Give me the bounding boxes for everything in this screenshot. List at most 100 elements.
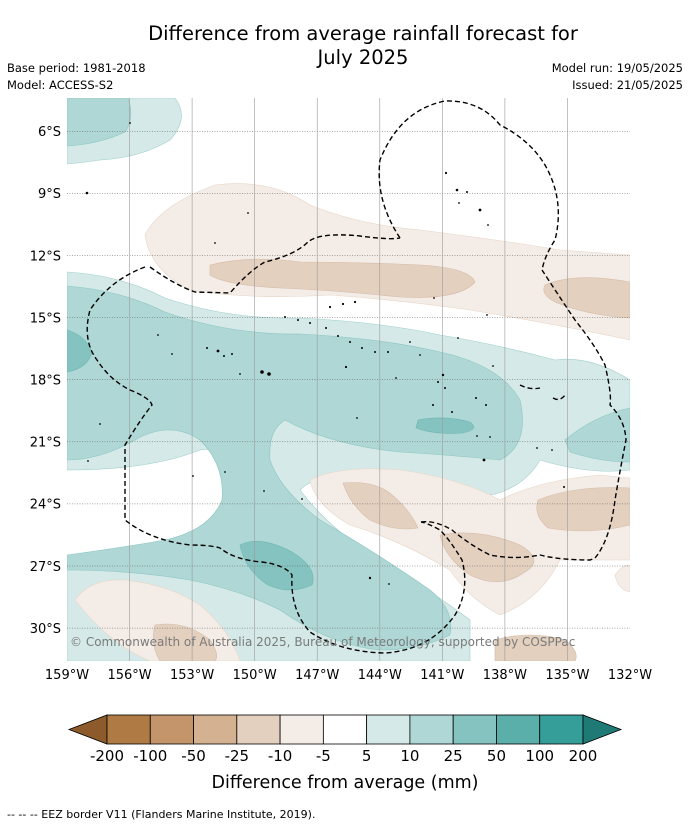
island-dot xyxy=(489,436,491,438)
colorbar-segment xyxy=(279,714,324,745)
island-dot xyxy=(87,460,89,462)
eez-border-eastern xyxy=(420,269,627,561)
island-dot xyxy=(455,188,459,192)
island-dot xyxy=(301,498,303,500)
contour-brown-light-east-edge xyxy=(614,564,630,593)
rainfall-anomaly-contours xyxy=(67,98,630,661)
colorbar: -200 -100 -50 -25 -10 -5 5 10 25 50 100 200 xyxy=(67,714,623,765)
colorbar-segment xyxy=(409,714,454,745)
island-dot xyxy=(466,191,468,193)
island-dot xyxy=(297,319,299,321)
eez-border-northern xyxy=(378,100,560,271)
longitude-label: 144°W xyxy=(358,668,402,683)
island-dot xyxy=(129,122,131,124)
colorbar-tick-label: -10 xyxy=(268,747,293,765)
latitude-label: 6°S xyxy=(38,125,61,140)
colorbar-tick-label: 200 xyxy=(569,747,598,765)
island-dot xyxy=(374,351,376,353)
meta-left: Base period: 1981-2018 Model: ACCESS-S2 xyxy=(7,60,146,94)
island-dot xyxy=(349,341,351,343)
model-run: Model run: 19/05/2025 xyxy=(551,61,683,75)
contour-brown-mid-southwest xyxy=(153,623,217,661)
contour-brown-mid-east xyxy=(543,277,630,319)
island-dot xyxy=(437,381,439,383)
colorbar-segment xyxy=(366,714,411,745)
contour-teal-dark-central xyxy=(415,417,474,434)
colorbar-tick-label: 100 xyxy=(525,747,554,765)
island-dot xyxy=(353,300,357,304)
island-dot xyxy=(328,305,332,309)
contour-teal-dark-south xyxy=(239,540,314,591)
colorbar-segment xyxy=(496,714,541,745)
island-dot xyxy=(441,373,445,377)
island-dot xyxy=(284,316,286,318)
eez-footnote: -- -- -- EEZ border V11 (Flanders Marine… xyxy=(7,808,316,821)
island-dot xyxy=(192,475,194,477)
longitude-label: 153°W xyxy=(170,668,214,683)
island-dot xyxy=(99,423,101,425)
latitude-labels: 6°S 9°S 12°S 15°S 18°S 21°S 24°S 27°S 30°S xyxy=(30,125,61,637)
contour-teal-mid-main xyxy=(67,285,523,651)
colorbar-tick-label: -100 xyxy=(133,747,167,765)
island-dot xyxy=(387,351,389,353)
island-dot xyxy=(536,447,538,449)
island-dot xyxy=(409,341,411,343)
island-dot xyxy=(444,387,446,389)
map-title: Difference from average rainfall forecas… xyxy=(0,22,690,70)
colorbar-extend-high xyxy=(582,714,623,745)
longitude-labels: 159°W 156°W 153°W 150°W 147°W 144°W 141°W 138°W… xyxy=(45,668,652,683)
title-line-1: Difference from average rainfall forecas… xyxy=(148,22,578,45)
island-dot xyxy=(223,355,225,357)
copyright-notice: © Commonwealth of Australia 2025, Bureau… xyxy=(70,635,575,649)
island-dot xyxy=(395,377,397,379)
island-dot xyxy=(309,322,311,324)
longitude-label: 138°W xyxy=(483,668,527,683)
colorbar-segment xyxy=(149,714,194,745)
islands xyxy=(85,122,565,585)
island-dot xyxy=(85,191,89,195)
contour-brown-mid-band xyxy=(209,258,476,298)
island-dot xyxy=(260,370,264,374)
island-dot xyxy=(341,302,345,306)
island-dot xyxy=(492,365,494,367)
island-dot xyxy=(476,435,478,437)
island-dot xyxy=(325,327,327,329)
meridians xyxy=(129,98,568,661)
island-dot xyxy=(224,471,226,473)
longitude-label: 132°W xyxy=(608,668,652,683)
colorbar-extend-low xyxy=(67,714,108,745)
island-dot xyxy=(451,411,453,413)
island-dot xyxy=(216,349,220,353)
colorbar-tick-label: -5 xyxy=(316,747,331,765)
island-dot xyxy=(206,347,208,349)
island-dot xyxy=(457,337,459,339)
island-dot xyxy=(482,458,486,462)
longitude-label: 156°W xyxy=(107,668,151,683)
latitude-label: 21°S xyxy=(30,436,61,451)
eez-border-east-fragment xyxy=(519,384,566,401)
island-dot xyxy=(485,404,487,406)
island-dot xyxy=(563,486,565,488)
issued-date: Issued: 21/05/2025 xyxy=(572,78,683,92)
colorbar-tick-label: 25 xyxy=(444,747,463,765)
latitude-label: 24°S xyxy=(30,498,61,513)
colorbar-tick-label: 10 xyxy=(400,747,419,765)
colorbar-title: Difference from average (mm) xyxy=(211,773,478,793)
contour-teal-mid-north xyxy=(67,98,132,147)
colorbar-segment xyxy=(236,714,281,745)
longitude-label: 150°W xyxy=(233,668,277,683)
colorbar-segment xyxy=(452,714,497,745)
island-dot xyxy=(419,354,421,356)
title-line-2: July 2025 xyxy=(317,46,409,69)
island-dot xyxy=(551,449,553,451)
latitude-label: 15°S xyxy=(30,311,61,326)
island-dot xyxy=(263,490,265,492)
island-dot xyxy=(344,365,348,369)
island-dot xyxy=(444,171,448,175)
contour-brown-mid-south-1 xyxy=(342,482,419,530)
island-dot xyxy=(368,576,372,580)
island-dot xyxy=(388,583,390,585)
latitude-label: 12°S xyxy=(30,249,61,264)
island-dot xyxy=(487,224,489,226)
